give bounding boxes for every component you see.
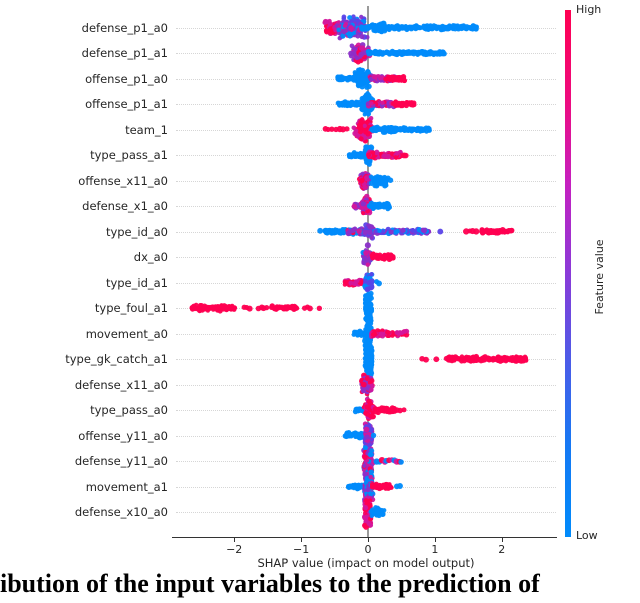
feature-label: type_foul_a1 [94,301,168,315]
x-tick-label: −2 [226,543,243,556]
feature-label: type_pass_a1 [90,148,168,162]
feature-label: defense_p1_a0 [81,20,168,35]
feature-label: offense_p1_a0 [85,71,168,86]
feature-label: type_pass_a0 [90,403,168,417]
x-axis-line [172,537,557,539]
feature-label: defense_x10_a0 [74,505,168,519]
x-tick-label: 0 [364,543,372,556]
feature-label: type_id_a0 [105,224,168,239]
x-tick-label: 1 [431,543,439,556]
x-tick-mark [301,538,303,542]
feature-label: offense_y11_a0 [78,428,168,443]
feature-label: defense_y11_a0 [74,454,168,468]
feature-label: type_id_a1 [105,275,168,290]
feature-label: defense_x11_a0 [74,377,168,392]
feature-label: type_gk_catch_a1 [65,352,168,366]
x-tick-label: −1 [292,543,310,556]
feature-label: team_1 [125,122,168,137]
x-axis-label: SHAP value (impact on model output) [257,556,475,570]
feature-label: defense_p1_a1 [81,46,168,60]
feature-label: movement_a1 [85,479,168,494]
colorbar-low-label: Low [576,529,598,542]
feature-label: defense_x1_a0 [82,199,168,213]
feature-label: offense_x11_a0 [78,173,168,188]
x-tick-mark [368,538,370,542]
feature-label: offense_p1_a1 [85,97,168,111]
x-tick-label: 2 [498,543,506,556]
colorbar-high-label: High [576,3,602,16]
colorbar-axis-label: Feature value [592,239,606,315]
x-tick-mark [501,538,503,542]
feature-label: dx_a0 [133,250,168,264]
x-tick-mark [234,538,236,542]
x-tick-mark [434,538,437,542]
colorbar [565,10,571,537]
figure-caption: ibution of the input variables to the pr… [0,569,540,598]
feature-label: movement_a0 [85,326,168,341]
